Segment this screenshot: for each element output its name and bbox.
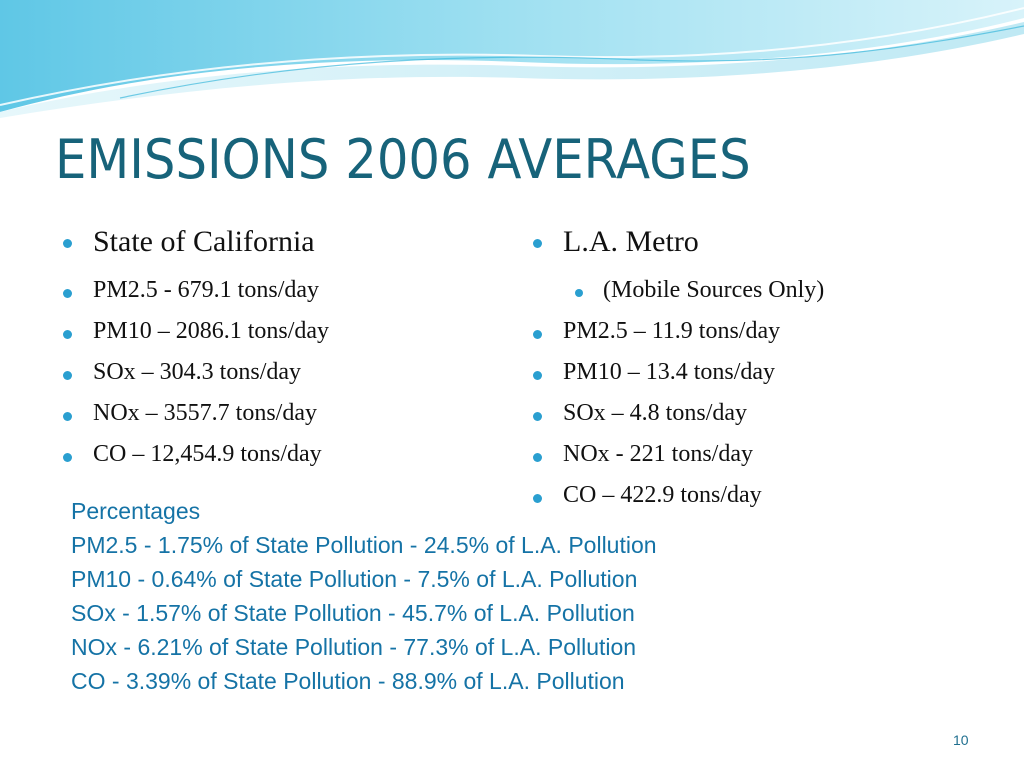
emission-value: PM10 – 13.4 tons/day	[563, 359, 776, 385]
percentage-line: CO - 3.39% of State Pollution - 88.9% of…	[71, 668, 625, 694]
decorative-wave-header	[0, 0, 1024, 118]
bullet-icon	[533, 494, 542, 503]
bullet-icon	[63, 239, 72, 248]
emission-value: NOx - 221 tons/day	[563, 441, 753, 467]
page-number: 10	[953, 732, 969, 748]
bullet-icon	[533, 239, 542, 248]
bullet-icon	[63, 330, 72, 339]
bullet-icon	[63, 412, 72, 421]
slide-title: EMISSIONS 2006 AVERAGES	[55, 128, 751, 191]
bullet-icon	[575, 289, 583, 297]
bullet-icon	[63, 453, 72, 462]
percentages-heading: Percentages	[71, 498, 201, 524]
column-heading: State of California	[93, 225, 315, 258]
bullet-icon	[63, 289, 72, 298]
percentage-line: PM2.5 - 1.75% of State Pollution - 24.5%…	[71, 532, 657, 558]
bullet-icon	[533, 453, 542, 462]
column-subheading: (Mobile Sources Only)	[603, 277, 825, 303]
column-heading: L.A. Metro	[563, 225, 699, 258]
bullet-icon	[63, 371, 72, 380]
emission-value: CO – 422.9 tons/day	[563, 482, 762, 508]
emission-value: NOx – 3557.7 tons/day	[93, 400, 317, 426]
emission-value: PM2.5 - 679.1 tons/day	[93, 277, 320, 303]
emission-value: PM2.5 – 11.9 tons/day	[563, 318, 781, 344]
emission-value: CO – 12,454.9 tons/day	[93, 441, 322, 467]
emission-value: SOx – 304.3 tons/day	[93, 359, 302, 385]
percentage-line: PM10 - 0.64% of State Pollution - 7.5% o…	[71, 566, 638, 592]
bullet-icon	[533, 371, 542, 380]
percentages-block: Percentages PM2.5 - 1.75% of State Pollu…	[71, 494, 657, 698]
emission-value: SOx – 4.8 tons/day	[563, 400, 748, 426]
percentage-line: NOx - 6.21% of State Pollution - 77.3% o…	[71, 634, 637, 660]
emission-value: PM10 – 2086.1 tons/day	[93, 318, 330, 344]
bullet-icon	[533, 330, 542, 339]
bullet-icon	[533, 412, 542, 421]
percentage-line: SOx - 1.57% of State Pollution - 45.7% o…	[71, 600, 635, 626]
